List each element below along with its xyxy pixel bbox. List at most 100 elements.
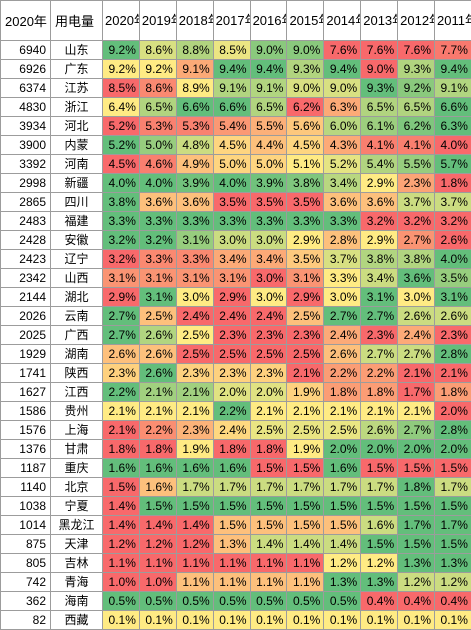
share-cell: 3.7%: [398, 193, 435, 212]
share-cell: 3.3%: [324, 212, 361, 231]
share-cell: 1.1%: [213, 554, 250, 573]
kwh-cell: 3900: [1, 136, 51, 155]
share-cell: 6.3%: [435, 117, 471, 136]
header-year-2013: 2013年: [361, 1, 398, 41]
share-cell: 5.6%: [287, 117, 324, 136]
province-cell: 山东: [51, 41, 103, 60]
province-cell: 辽宁: [51, 250, 103, 269]
share-cell: 6.6%: [435, 98, 471, 117]
share-cell: 1.5%: [213, 516, 250, 535]
share-cell: 1.1%: [250, 554, 287, 573]
kwh-cell: 875: [1, 535, 51, 554]
share-cell: 2.0%: [361, 440, 398, 459]
province-cell: 天津: [51, 535, 103, 554]
share-cell: 4.0%: [435, 136, 471, 155]
share-cell: 1.5%: [435, 459, 471, 478]
share-cell: 1.1%: [287, 554, 324, 573]
share-cell: 3.6%: [176, 193, 213, 212]
share-cell: 3.0%: [250, 288, 287, 307]
share-cell: 2.1%: [398, 402, 435, 421]
share-cell: 2.4%: [176, 307, 213, 326]
share-cell: 1.5%: [103, 478, 140, 497]
share-cell: 5.2%: [324, 155, 361, 174]
kwh-cell: 6374: [1, 79, 51, 98]
share-cell: 2.0%: [398, 440, 435, 459]
share-cell: 3.1%: [139, 288, 176, 307]
share-cell: 7.7%: [435, 41, 471, 60]
header-row: 2020年 用电量 2020年 2019年 2018年 2017年 2016年 …: [1, 1, 471, 41]
share-cell: 7.6%: [361, 41, 398, 60]
share-cell: 0.1%: [213, 611, 250, 630]
share-cell: 3.8%: [103, 193, 140, 212]
share-cell: 5.1%: [287, 155, 324, 174]
share-cell: 3.2%: [361, 212, 398, 231]
header-year-2018: 2018年: [176, 1, 213, 41]
share-cell: 1.4%: [103, 516, 140, 535]
share-cell: 3.5%: [287, 193, 324, 212]
share-cell: 5.0%: [213, 155, 250, 174]
share-cell: 2.0%: [435, 402, 471, 421]
share-cell: 1.1%: [139, 554, 176, 573]
share-cell: 9.1%: [250, 79, 287, 98]
share-cell: 1.2%: [435, 573, 471, 592]
share-cell: 5.4%: [213, 117, 250, 136]
share-cell: 2.9%: [213, 288, 250, 307]
share-cell: 1.6%: [361, 516, 398, 535]
share-cell: 5.0%: [139, 136, 176, 155]
share-cell: 4.0%: [435, 250, 471, 269]
share-cell: 3.6%: [361, 193, 398, 212]
kwh-cell: 1586: [1, 402, 51, 421]
share-cell: 9.3%: [287, 60, 324, 79]
share-cell: 1.2%: [361, 554, 398, 573]
share-cell: 0.5%: [213, 592, 250, 611]
share-cell: 5.5%: [250, 117, 287, 136]
share-cell: 9.1%: [435, 79, 471, 98]
share-cell: 2.3%: [361, 326, 398, 345]
share-cell: 5.3%: [176, 117, 213, 136]
share-cell: 4.9%: [176, 155, 213, 174]
header-year-2020: 2020年: [103, 1, 140, 41]
share-cell: 1.5%: [361, 535, 398, 554]
share-cell: 2.1%: [361, 402, 398, 421]
share-cell: 2.2%: [213, 402, 250, 421]
share-cell: 5.0%: [250, 155, 287, 174]
share-cell: 2.6%: [435, 307, 471, 326]
share-cell: 4.8%: [176, 136, 213, 155]
share-cell: 1.2%: [176, 535, 213, 554]
share-cell: 2.2%: [103, 383, 140, 402]
share-cell: 2.1%: [139, 383, 176, 402]
share-cell: 5.4%: [361, 155, 398, 174]
share-cell: 9.1%: [213, 79, 250, 98]
share-cell: 1.6%: [103, 459, 140, 478]
share-cell: 5.2%: [103, 136, 140, 155]
province-cell: 陕西: [51, 364, 103, 383]
share-cell: 5.2%: [103, 117, 140, 136]
share-cell: 3.3%: [324, 269, 361, 288]
share-cell: 3.0%: [324, 288, 361, 307]
share-cell: 3.4%: [250, 250, 287, 269]
kwh-cell: 2428: [1, 231, 51, 250]
province-cell: 湖北: [51, 288, 103, 307]
share-cell: 1.8%: [103, 440, 140, 459]
share-cell: 3.3%: [176, 212, 213, 231]
share-cell: 9.4%: [250, 60, 287, 79]
share-cell: 1.2%: [103, 535, 140, 554]
share-cell: 9.1%: [176, 60, 213, 79]
share-cell: 3.6%: [324, 193, 361, 212]
share-cell: 2.3%: [398, 174, 435, 193]
kwh-cell: 2998: [1, 174, 51, 193]
share-cell: 1.5%: [324, 516, 361, 535]
share-cell: 2.6%: [139, 364, 176, 383]
share-cell: 8.5%: [103, 79, 140, 98]
share-cell: 2.0%: [250, 383, 287, 402]
